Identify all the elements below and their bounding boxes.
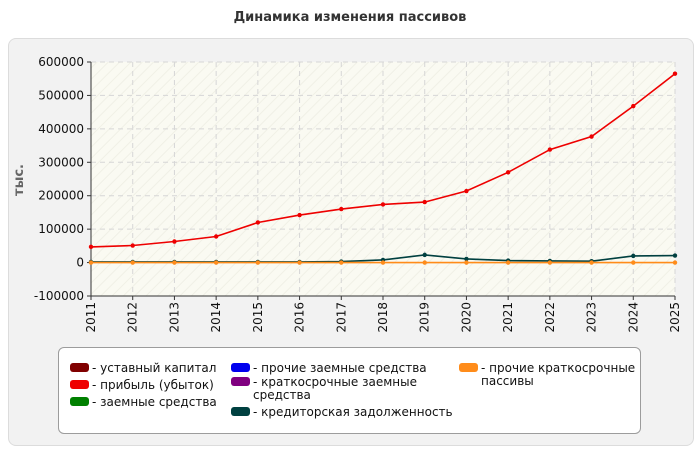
legend-swatch — [70, 363, 89, 372]
data-point — [631, 253, 636, 259]
data-point — [547, 260, 553, 265]
x-tick-label: 2014 — [209, 302, 223, 333]
data-point — [88, 244, 94, 250]
legend-label: - краткосрочные заемные средства — [253, 375, 417, 402]
y-tick-label: 200000 — [38, 189, 84, 203]
data-point — [130, 260, 135, 265]
data-point — [213, 234, 219, 239]
data-point — [505, 260, 511, 265]
data-point — [422, 260, 427, 265]
legend-label: - прочие краткосрочные пассивы — [481, 361, 636, 388]
data-point — [464, 260, 469, 265]
data-point — [422, 199, 427, 205]
legend-swatch — [231, 363, 250, 372]
data-point — [464, 256, 469, 262]
legend: - уставный капитал - прибыль (убыток) - за… — [58, 347, 641, 434]
legend-swatch — [70, 380, 89, 389]
legend-label: - кредиторская задолженность — [253, 405, 453, 419]
x-tick-label: 2023 — [585, 302, 599, 333]
legend-label: - заемные средства — [92, 395, 217, 409]
data-point — [589, 134, 594, 139]
data-point — [339, 206, 344, 212]
x-tick-label: 2025 — [668, 302, 682, 333]
x-tick-label: 2019 — [418, 302, 432, 333]
y-tick-label: 400000 — [38, 122, 84, 136]
legend-label: - прибыль (убыток) — [92, 378, 214, 392]
data-point — [589, 260, 594, 265]
data-point — [464, 188, 469, 194]
data-point — [672, 260, 678, 265]
legend-label: - уставный капитал — [92, 361, 217, 375]
legend-swatch — [459, 363, 478, 372]
data-point — [505, 170, 511, 175]
axes: -100000 0 100000 200000 300000 400000 500000 60… — [34, 55, 682, 333]
legend-swatch — [231, 407, 250, 416]
y-tick-label: -100000 — [34, 289, 84, 303]
y-axis-label: тыс. — [12, 164, 27, 196]
x-tick-label: 2020 — [459, 302, 473, 333]
data-point — [255, 260, 261, 265]
legend-swatch — [231, 377, 250, 386]
data-point — [672, 71, 678, 76]
x-tick-label: 2016 — [293, 302, 307, 333]
data-point — [130, 243, 135, 248]
y-tick-label: 300000 — [38, 155, 84, 169]
data-point — [255, 220, 261, 225]
legend-label: - прочие заемные средства — [253, 361, 427, 375]
x-tick-label: 2022 — [543, 302, 557, 333]
chart-canvas: -100000 0 100000 200000 300000 400000 500000 60… — [12, 55, 682, 333]
data-point — [380, 202, 386, 207]
data-point — [672, 253, 678, 258]
x-tick-label: 2018 — [376, 302, 390, 333]
x-tick-label: 2015 — [251, 302, 265, 333]
data-point — [422, 252, 427, 258]
legend-swatch — [70, 397, 89, 406]
y-tick-label: 600000 — [38, 55, 84, 69]
data-point — [88, 260, 94, 265]
x-tick-label: 2021 — [501, 302, 515, 333]
x-tick-label: 2012 — [126, 302, 140, 333]
data-point — [297, 260, 302, 265]
data-point — [172, 260, 177, 265]
data-point — [339, 260, 344, 265]
data-point — [213, 260, 219, 265]
x-tick-label: 2024 — [626, 302, 640, 333]
chart-title: Динамика изменения пассивов — [233, 10, 467, 25]
data-point — [631, 103, 636, 109]
y-tick-label: 100000 — [38, 222, 84, 236]
data-point — [380, 260, 386, 265]
data-point — [297, 212, 302, 218]
y-tick-label: 0 — [76, 256, 84, 270]
x-tick-label: 2011 — [84, 302, 98, 333]
x-tick-label: 2013 — [167, 302, 181, 333]
data-point — [631, 260, 636, 265]
data-point — [172, 239, 177, 244]
y-tick-label: 500000 — [38, 88, 84, 102]
data-point — [547, 147, 553, 152]
x-tick-label: 2017 — [334, 302, 348, 333]
series-lines — [88, 71, 678, 265]
